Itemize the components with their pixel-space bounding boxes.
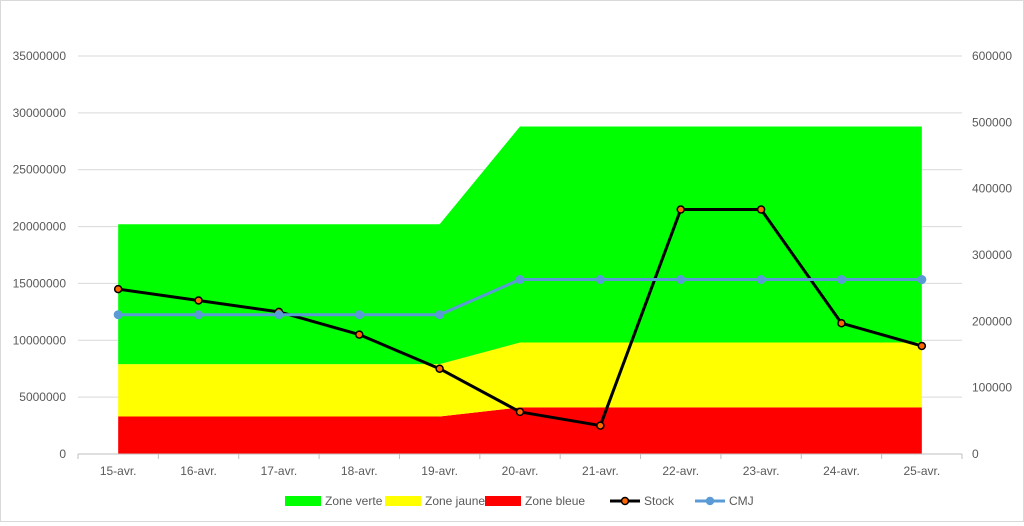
y-left-tick-label: 10000000 xyxy=(13,333,67,347)
x-tick-label: 21-avr. xyxy=(582,464,619,478)
x-tick-label: 25-avr. xyxy=(903,464,940,478)
x-tick-label: 22-avr. xyxy=(662,464,699,478)
point-cmj xyxy=(595,275,605,285)
point-cmj xyxy=(194,310,204,320)
legend-label: Zone bleue xyxy=(525,494,585,508)
y-left-tick-label: 35000000 xyxy=(13,49,67,63)
y-left-tick-label: 25000000 xyxy=(13,163,67,177)
y-right-tick-label: 100000 xyxy=(972,381,1012,395)
x-tick-label: 16-avr. xyxy=(180,464,217,478)
legend-label: Stock xyxy=(644,494,675,508)
legend-marker xyxy=(620,496,630,506)
point-stock xyxy=(676,205,685,214)
point-cmj xyxy=(435,310,445,320)
x-tick-label: 19-avr. xyxy=(421,464,458,478)
legend-swatch xyxy=(285,496,321,506)
point-stock xyxy=(194,296,203,305)
area-zone-bleue xyxy=(118,407,922,454)
point-cmj xyxy=(354,310,364,320)
area-zone-verte xyxy=(118,126,922,365)
point-stock xyxy=(596,421,605,430)
legend-item-zone-verte: Zone verte xyxy=(285,494,383,508)
x-axis: 15-avr. 16-avr. 17-avr. 18-avr. 19-avr. 20-av… xyxy=(77,453,963,478)
x-tick-label: 17-avr. xyxy=(261,464,298,478)
legend: Zone verte Zone jaune Zone bleue Stock CMJ xyxy=(285,494,754,508)
point-cmj xyxy=(676,275,686,285)
y-axis-left: 0 5000000 10000000 15000000 20000000 25000000… xyxy=(13,49,67,461)
y-right-tick-label: 0 xyxy=(972,447,979,461)
point-stock xyxy=(435,364,444,373)
area-series xyxy=(118,126,922,454)
y-right-tick-label: 200000 xyxy=(972,314,1012,328)
x-tick-label: 20-avr. xyxy=(502,464,539,478)
point-stock xyxy=(355,330,364,339)
point-stock xyxy=(917,341,927,351)
legend-label: Zone verte xyxy=(325,494,383,508)
legend-item-zone-jaune: Zone jaune xyxy=(385,494,485,508)
legend-item-cmj: CMJ xyxy=(695,494,754,508)
y-left-tick-label: 5000000 xyxy=(19,390,66,404)
y-left-tick-label: 20000000 xyxy=(13,220,67,234)
y-axis-right: 0 100000 200000 300000 400000 500000 600000 xyxy=(972,49,1012,461)
x-tick-label: 15-avr. xyxy=(100,464,137,478)
point-cmj xyxy=(756,275,766,285)
point-stock xyxy=(113,284,123,294)
area-zone-jaune xyxy=(118,342,922,417)
point-stock xyxy=(837,318,846,328)
legend-label: Zone jaune xyxy=(425,494,485,508)
y-left-tick-label: 30000000 xyxy=(13,106,67,120)
point-cmj xyxy=(836,275,846,285)
point-cmj xyxy=(917,275,927,285)
point-cmj xyxy=(515,275,525,285)
y-left-tick-label: 0 xyxy=(59,447,66,461)
legend-label: CMJ xyxy=(729,494,754,508)
legend-marker xyxy=(705,496,715,506)
y-right-tick-label: 600000 xyxy=(972,49,1012,63)
x-tick-label: 23-avr. xyxy=(743,464,780,478)
y-right-tick-label: 500000 xyxy=(972,115,1012,129)
legend-item-zone-bleue: Zone bleue xyxy=(485,494,585,508)
point-cmj xyxy=(274,310,284,320)
point-cmj xyxy=(113,310,123,320)
legend-swatch xyxy=(485,496,521,506)
point-stock xyxy=(756,205,766,214)
x-tick-label: 24-avr. xyxy=(823,464,860,478)
legend-swatch xyxy=(385,496,421,506)
y-right-tick-label: 400000 xyxy=(972,182,1012,196)
point-stock xyxy=(515,407,525,417)
y-left-tick-label: 15000000 xyxy=(13,276,67,290)
x-tick-label: 18-avr. xyxy=(341,464,378,478)
y-right-tick-label: 300000 xyxy=(972,248,1012,262)
legend-item-stock: Stock xyxy=(610,494,675,508)
line-series xyxy=(113,205,927,430)
